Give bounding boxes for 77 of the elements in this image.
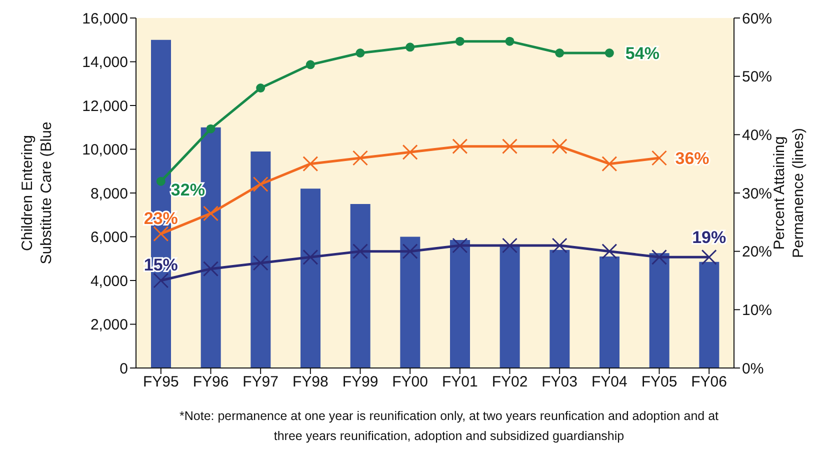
point <box>602 156 618 172</box>
point <box>604 48 614 58</box>
y-tick-label: 0 <box>120 360 128 378</box>
bar <box>450 240 470 368</box>
point <box>206 124 216 134</box>
point <box>306 60 315 70</box>
bar <box>250 151 271 368</box>
x-tick-label: FY04 <box>591 374 628 391</box>
y-tick-label: 16,000 <box>82 10 128 28</box>
y2-axis-title: Percent Attaining Permanence (lines) <box>771 128 807 258</box>
x-tick-label: FY97 <box>242 374 279 391</box>
data-label: 19% <box>692 228 726 248</box>
x-tick-label: FY03 <box>542 374 578 391</box>
y2-tick-label: 10% <box>742 302 772 319</box>
point <box>502 238 518 254</box>
point <box>502 138 518 154</box>
point <box>406 42 415 52</box>
point <box>256 84 266 92</box>
point <box>552 138 568 154</box>
point <box>652 249 667 265</box>
y-axis-title: Children Entering Substitute Care (Blue <box>19 122 55 264</box>
point <box>652 150 667 166</box>
point <box>402 144 418 160</box>
bar <box>300 188 320 368</box>
y-tick-label: 12,000 <box>82 98 128 115</box>
point <box>555 48 564 58</box>
x-tick-label: FY02 <box>492 374 528 391</box>
bar <box>350 204 370 368</box>
bar <box>600 256 620 368</box>
y2-tick-label: 40% <box>742 126 772 144</box>
point <box>153 272 169 288</box>
point <box>455 36 464 46</box>
x-tick-label: FY96 <box>192 374 229 391</box>
text: *Note: permanence at one year is reunification only, at two years reunfication and adoption and at three years reunification, adoption and subsidized guardianship <box>178 408 720 445</box>
bar <box>649 253 670 368</box>
y2-tick-label: 0% <box>742 360 764 378</box>
point <box>452 238 468 254</box>
y-tick-label: 6,000 <box>90 229 128 246</box>
point <box>203 261 218 277</box>
y2-tick-label: 30% <box>742 185 772 202</box>
x-tick-label: FY95 <box>142 374 179 391</box>
y-tick-label: 2,000 <box>90 316 128 334</box>
x-tick-label: FY99 <box>342 374 378 391</box>
x-tick-label: FY01 <box>442 374 478 391</box>
x-tick-label: FY05 <box>641 374 678 391</box>
point <box>402 244 418 260</box>
point <box>156 176 166 186</box>
point <box>302 249 318 265</box>
point <box>302 156 318 172</box>
point <box>552 238 568 254</box>
y-tick-label: 4,000 <box>90 272 128 290</box>
point <box>356 48 365 58</box>
point <box>701 249 717 265</box>
x-tick-label: FY98 <box>292 374 328 391</box>
point <box>153 226 169 242</box>
bar <box>550 250 570 368</box>
y2-tick-label: 50% <box>742 68 772 86</box>
y2-tick-label: 60% <box>742 10 772 28</box>
point <box>352 150 368 166</box>
x-tick-label: FY00 <box>392 374 428 391</box>
point <box>352 244 368 260</box>
data-label: 54% <box>625 44 660 63</box>
y-tick-label: 8,000 <box>90 185 128 202</box>
y-tick-label: 14,000 <box>82 54 128 72</box>
y2-tick-label: 20% <box>742 244 772 261</box>
point <box>252 176 268 192</box>
bar <box>500 244 520 368</box>
point <box>203 206 218 222</box>
point <box>452 138 468 154</box>
bar <box>400 236 420 368</box>
data-label: 36% <box>675 149 710 168</box>
y-tick-label: 10,000 <box>82 142 128 159</box>
point <box>602 244 618 260</box>
point <box>252 255 268 271</box>
x-tick-label: FY06 <box>691 374 728 391</box>
point <box>505 36 514 46</box>
bar <box>699 262 720 368</box>
